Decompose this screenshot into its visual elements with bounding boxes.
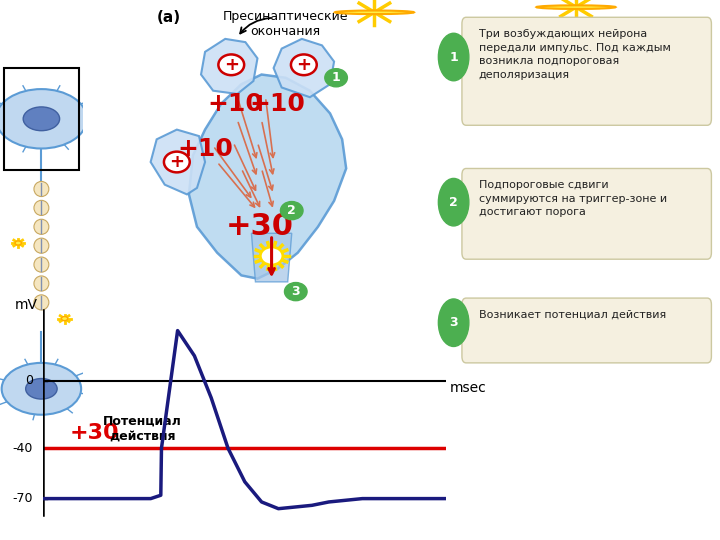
Circle shape — [536, 5, 616, 9]
Circle shape — [284, 282, 307, 301]
Circle shape — [23, 107, 60, 131]
Circle shape — [261, 247, 283, 265]
Ellipse shape — [34, 219, 49, 234]
FancyBboxPatch shape — [462, 298, 711, 363]
Circle shape — [26, 379, 57, 399]
Ellipse shape — [34, 238, 49, 253]
Circle shape — [15, 241, 22, 245]
Text: +: + — [297, 56, 311, 74]
Polygon shape — [274, 39, 334, 97]
Circle shape — [325, 69, 347, 87]
Text: (a): (a) — [157, 10, 181, 25]
Text: -40: -40 — [13, 442, 33, 455]
Text: 1: 1 — [332, 71, 341, 84]
Polygon shape — [251, 233, 292, 282]
Circle shape — [438, 299, 469, 347]
Text: Пресинаптические
окончания: Пресинаптические окончания — [223, 10, 348, 38]
Text: 3: 3 — [449, 316, 458, 329]
Ellipse shape — [34, 181, 49, 197]
Circle shape — [164, 152, 190, 172]
Text: 0: 0 — [25, 375, 33, 388]
Circle shape — [291, 55, 317, 75]
Circle shape — [218, 55, 244, 75]
Text: Потенциал
действия: Потенциал действия — [103, 415, 181, 443]
Text: mV: mV — [15, 299, 38, 313]
Ellipse shape — [34, 295, 49, 310]
Ellipse shape — [34, 257, 49, 272]
Text: 2: 2 — [449, 195, 458, 208]
Text: Три возбуждающих нейрона
передали импульс. Под каждым
возникла подпороговая
депо: Три возбуждающих нейрона передали импуль… — [479, 29, 670, 80]
Polygon shape — [201, 39, 258, 94]
Text: Возникает потенциал действия: Возникает потенциал действия — [479, 310, 666, 320]
Circle shape — [281, 201, 303, 220]
Text: 2: 2 — [287, 204, 296, 217]
Text: -70: -70 — [13, 492, 33, 505]
Text: 3: 3 — [292, 285, 300, 298]
Circle shape — [438, 33, 469, 81]
FancyBboxPatch shape — [462, 168, 711, 259]
Ellipse shape — [34, 276, 49, 291]
Text: +30: +30 — [225, 212, 294, 241]
Text: +10: +10 — [177, 137, 233, 161]
Text: msec: msec — [450, 381, 487, 395]
Ellipse shape — [34, 200, 49, 215]
FancyBboxPatch shape — [462, 17, 711, 125]
Text: +: + — [169, 153, 184, 171]
Text: +30: +30 — [70, 423, 120, 443]
Circle shape — [1, 363, 81, 415]
Polygon shape — [150, 130, 205, 194]
Text: +10: +10 — [250, 92, 305, 116]
Text: Подпороговые сдвиги
суммируются на триггер-зоне и
достигают порога: Подпороговые сдвиги суммируются на тригг… — [479, 180, 667, 217]
Circle shape — [0, 89, 87, 148]
Circle shape — [335, 10, 414, 14]
Text: 1: 1 — [449, 51, 458, 64]
Polygon shape — [189, 75, 346, 279]
Circle shape — [61, 316, 68, 321]
Bar — [4, 68, 78, 170]
Text: +10: +10 — [207, 92, 264, 116]
Circle shape — [438, 178, 469, 226]
Text: +: + — [224, 56, 239, 74]
